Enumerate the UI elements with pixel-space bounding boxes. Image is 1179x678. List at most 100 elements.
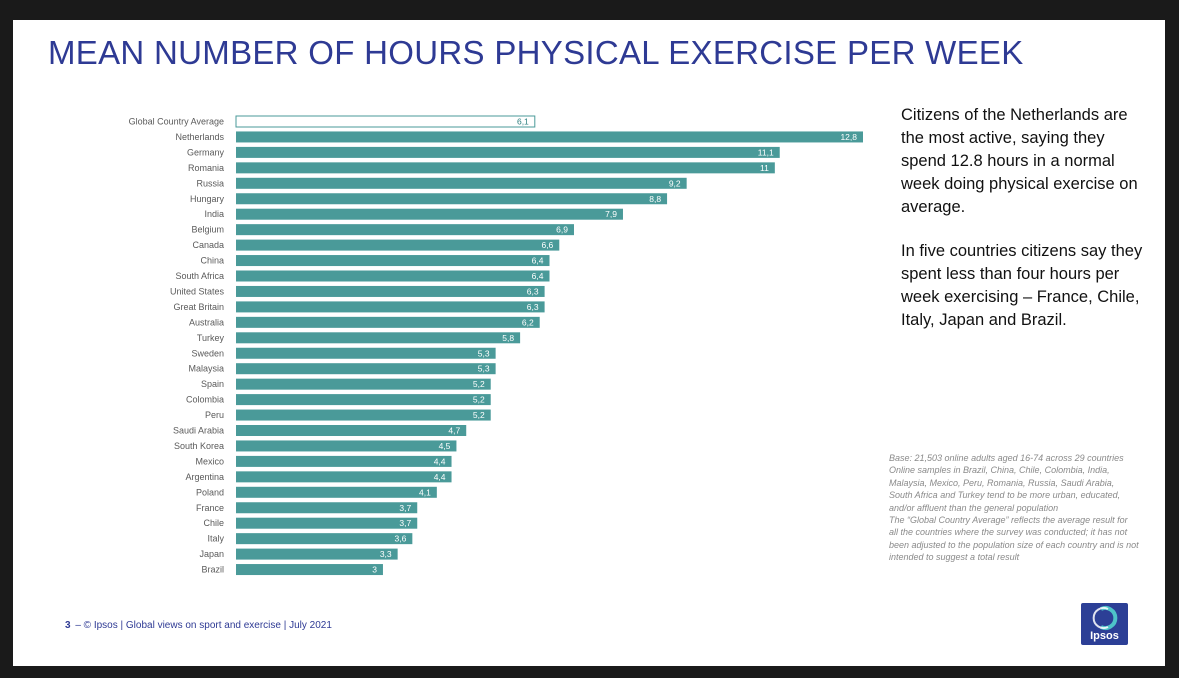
ipsos-logo: Ipsos — [1081, 603, 1128, 645]
bar — [236, 394, 491, 406]
value-label: 3,7 — [399, 503, 411, 513]
bar — [236, 146, 780, 158]
value-label: 5,2 — [473, 395, 485, 405]
bar — [236, 486, 437, 498]
category-label: Australia — [189, 317, 224, 327]
value-label: 4,4 — [434, 472, 446, 482]
category-label: Colombia — [186, 395, 224, 405]
value-label: 3,7 — [399, 518, 411, 528]
footer: 3 – © Ipsos | Global views on sport and … — [65, 620, 332, 631]
bar — [236, 425, 467, 436]
category-label: Russia — [196, 178, 224, 188]
value-label: 4,5 — [439, 441, 451, 451]
bar — [236, 131, 863, 143]
category-label: Chile — [203, 518, 224, 528]
bar-chart: Global Country Average 6,1 Netherlands 12,8… — [129, 115, 863, 576]
bar — [236, 502, 418, 514]
category-label: South Africa — [175, 271, 224, 281]
bar — [236, 270, 550, 282]
category-label: Argentina — [185, 472, 224, 482]
bar — [236, 224, 574, 236]
bar — [236, 564, 383, 576]
logo-text: Ipsos — [1090, 630, 1119, 642]
value-label: 6,3 — [527, 286, 539, 296]
bar — [236, 239, 560, 251]
category-label: Great Britain — [173, 302, 224, 312]
bar — [236, 471, 452, 483]
bar — [236, 548, 398, 560]
value-label: 3,3 — [380, 549, 392, 559]
category-label: Mexico — [195, 456, 224, 466]
page-number: 3 — [65, 620, 71, 631]
logo-swirl-icon — [1092, 606, 1118, 630]
category-label: India — [204, 209, 224, 219]
category-label: France — [196, 503, 224, 513]
bar — [236, 301, 545, 313]
bar — [236, 177, 687, 189]
value-label: 3 — [372, 565, 377, 575]
category-label: Turkey — [197, 333, 225, 343]
value-label: 7,9 — [605, 209, 617, 219]
value-label: 9,2 — [669, 178, 681, 188]
value-label: 5,3 — [478, 364, 490, 374]
commentary: Citizens of the Netherlands are the most… — [901, 104, 1151, 353]
value-label: 4,4 — [434, 456, 446, 466]
category-label: Belgium — [191, 225, 224, 235]
category-label: Poland — [196, 487, 224, 497]
value-label: 12,8 — [840, 132, 857, 142]
category-label: Japan — [199, 549, 224, 559]
value-label: 6,1 — [517, 117, 529, 127]
footer-text: – © Ipsos | Global views on sport and ex… — [75, 620, 332, 631]
commentary-paragraph-2: In five countries citizens say they spen… — [901, 242, 1143, 329]
bar — [236, 440, 457, 452]
value-label: 6,2 — [522, 317, 534, 327]
category-label: Spain — [201, 379, 224, 389]
page-title: MEAN NUMBER OF HOURS PHYSICAL EXERCISE P… — [48, 34, 1024, 71]
value-label: 4,7 — [448, 426, 460, 436]
value-label: 11,1 — [758, 147, 774, 157]
category-label: Hungary — [190, 194, 225, 204]
category-label: Sweden — [191, 348, 224, 358]
value-label: 5,3 — [478, 348, 490, 358]
category-label: Italy — [207, 534, 224, 544]
bar — [236, 455, 452, 467]
value-label: 6,6 — [541, 240, 553, 250]
category-label: Peru — [205, 410, 224, 420]
bar — [236, 162, 775, 174]
bar — [236, 332, 521, 344]
category-label: Brazil — [201, 565, 224, 575]
footnote-base: Base: 21,503 online adults aged 16-74 ac… — [889, 453, 1124, 463]
bar — [236, 517, 418, 529]
value-label: 6,9 — [556, 225, 568, 235]
category-label: United States — [170, 286, 225, 296]
category-label: Netherlands — [175, 132, 224, 142]
bar — [236, 533, 413, 545]
value-label: 6,4 — [532, 271, 544, 281]
value-label: 3,6 — [395, 534, 407, 544]
bar — [236, 409, 491, 421]
commentary-paragraph-1: Citizens of the Netherlands are the most… — [901, 106, 1138, 216]
slide: MEAN NUMBER OF HOURS PHYSICAL EXERCISE P… — [13, 20, 1165, 666]
bar-global-average — [235, 115, 536, 128]
bar — [236, 193, 668, 205]
bar — [236, 363, 496, 375]
value-label: 5,2 — [473, 379, 485, 389]
category-label: Global Country Average — [129, 117, 224, 127]
value-label: 5,8 — [502, 333, 514, 343]
value-label: 6,4 — [532, 256, 544, 266]
footnote-average: The “Global Country Average” reflects th… — [889, 515, 1139, 563]
bar — [236, 285, 545, 297]
bar — [236, 208, 623, 220]
category-label: Saudi Arabia — [173, 426, 224, 436]
value-label: 11 — [760, 163, 769, 173]
category-label: Germany — [187, 147, 225, 157]
category-label: South Korea — [174, 441, 224, 451]
category-label: China — [200, 256, 224, 266]
footnote-samples: Online samples in Brazil, China, Chile, … — [889, 465, 1121, 513]
category-label: Romania — [188, 163, 224, 173]
value-label: 5,2 — [473, 410, 485, 420]
bar — [236, 378, 491, 390]
category-label: Malaysia — [188, 364, 224, 374]
bar — [236, 316, 540, 328]
value-label: 4,1 — [419, 487, 431, 497]
